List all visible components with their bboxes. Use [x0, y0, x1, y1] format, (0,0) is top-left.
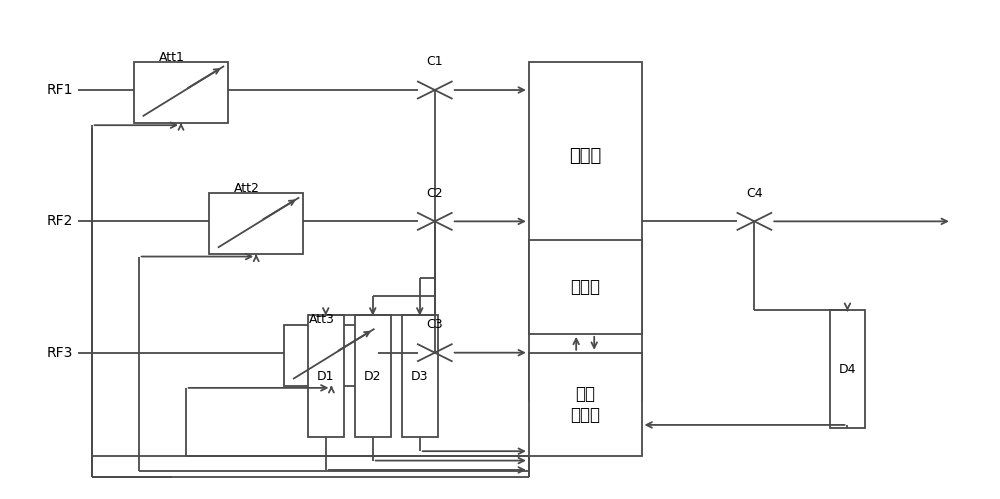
Bar: [402, 315, 438, 437]
Bar: [209, 193, 303, 254]
Text: RF1: RF1: [46, 83, 73, 97]
Text: Att2: Att2: [234, 182, 260, 195]
Text: 合路器: 合路器: [569, 147, 601, 166]
Bar: [529, 353, 642, 456]
Text: D3: D3: [411, 370, 429, 383]
Text: RF3: RF3: [47, 346, 73, 360]
Bar: [529, 62, 642, 400]
Text: C4: C4: [746, 187, 763, 200]
Bar: [830, 310, 865, 428]
Text: D2: D2: [364, 370, 382, 383]
Bar: [308, 315, 344, 437]
Bar: [355, 315, 391, 437]
Text: C3: C3: [426, 318, 443, 331]
Bar: [529, 240, 642, 334]
Text: RF2: RF2: [47, 215, 73, 229]
Text: D1: D1: [317, 370, 335, 383]
Text: C1: C1: [426, 55, 443, 68]
Text: 监控
处理器: 监控 处理器: [570, 385, 600, 424]
Text: D4: D4: [839, 363, 856, 376]
Text: Att1: Att1: [159, 51, 185, 64]
Bar: [284, 324, 378, 386]
Bar: [134, 62, 228, 123]
Text: 显示屏: 显示屏: [570, 278, 600, 296]
Text: C2: C2: [426, 187, 443, 200]
Text: Att3: Att3: [309, 313, 335, 326]
